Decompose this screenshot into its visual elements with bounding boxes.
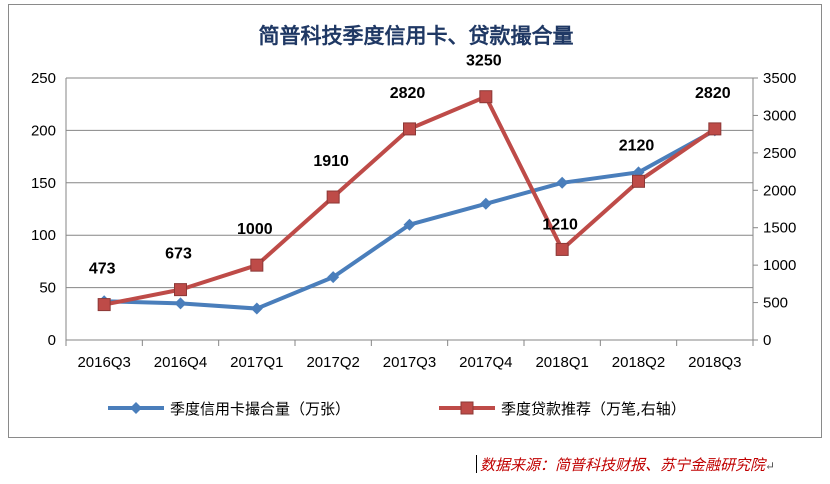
- data-label: 2120: [619, 137, 655, 154]
- data-label: 1000: [237, 221, 273, 238]
- paragraph-mark: ↵: [765, 459, 776, 473]
- y-left-tick-label: 250: [31, 70, 56, 87]
- data-label: 473: [89, 261, 116, 278]
- series-2-point: [479, 90, 493, 104]
- series-2-point: [403, 122, 416, 136]
- gridlines: [66, 77, 753, 341]
- data-label: 2820: [390, 85, 426, 102]
- series-1-point: [174, 297, 187, 310]
- legend: 季度信用卡撮合量（万张） 季度贷款推荐（万笔,右轴）: [108, 400, 686, 418]
- chart-frame: 简普科技季度信用卡、贷款撮合量 0 50 100 150 200 250 0 500 1000 1…: [8, 4, 822, 438]
- y-left-tick-label: 50: [39, 280, 56, 297]
- y-left-tick-label: 150: [31, 175, 56, 192]
- x-tick-label: 2016Q4: [154, 354, 207, 371]
- series-2-point: [174, 283, 187, 297]
- legend-marker-2: [460, 401, 474, 415]
- series-1-point: [479, 197, 492, 210]
- series-2-point: [708, 122, 722, 136]
- data-label: 1210: [542, 216, 578, 233]
- data-label: 673: [165, 246, 192, 263]
- series-1-point: [327, 271, 340, 284]
- data-label: 3250: [466, 53, 502, 70]
- y-left-tick-label: 0: [48, 332, 56, 349]
- source-text: 数据来源：简普科技财报、苏宁金融研究院: [480, 456, 766, 474]
- data-labels: 473 673 1000 1910 2820 3250 1210 2120 2820: [89, 53, 731, 278]
- legend-label-2: 季度贷款推荐（万笔,右轴）: [501, 400, 686, 418]
- chart-title: 简普科技季度信用卡、贷款撮合量: [259, 23, 574, 48]
- x-tick-label: 2017Q3: [383, 354, 436, 371]
- y-left-tick-label: 100: [31, 227, 56, 244]
- y-right-tick-label: 500: [763, 295, 788, 312]
- series-1-point: [556, 176, 569, 189]
- series-2-point: [555, 242, 569, 256]
- x-tick-label: 2016Q3: [77, 354, 130, 371]
- y-right-tick-label: 2500: [763, 145, 796, 162]
- x-tick-label: 2017Q4: [459, 354, 512, 371]
- data-label: 1910: [313, 153, 349, 170]
- x-tick-label: 2018Q3: [688, 354, 741, 371]
- x-tick-label: 2018Q2: [612, 354, 665, 371]
- legend-marker-1: [130, 402, 142, 414]
- y-right-tick-label: 3500: [763, 70, 796, 87]
- series-2-point: [250, 258, 264, 272]
- x-tick-label: 2017Q2: [306, 354, 359, 371]
- series-2-point: [632, 174, 645, 188]
- series-2-point: [326, 190, 340, 204]
- text-cursor: [476, 455, 477, 473]
- y-left-tick-label: 200: [31, 122, 56, 139]
- series-1-point: [403, 218, 416, 231]
- x-tick-label: 2018Q1: [535, 354, 588, 371]
- x-tick-label: 2017Q1: [230, 354, 283, 371]
- y-right-tick-label: 3000: [763, 107, 796, 124]
- y-right-tick-label: 1000: [763, 257, 796, 274]
- series-2-point: [97, 298, 111, 312]
- axes: 0501001502002500500100015002000250030003…: [31, 70, 796, 371]
- y-right-tick-label: 1500: [763, 220, 796, 237]
- y-right-tick-label: 0: [763, 332, 771, 349]
- y-right-tick-label: 2000: [763, 182, 796, 199]
- data-label: 2820: [695, 85, 731, 102]
- chart: 简普科技季度信用卡、贷款撮合量 050100150200250050010001…: [31, 23, 796, 418]
- series-1-point: [250, 302, 263, 315]
- source-note: 数据来源：简普科技财报、苏宁金融研究院↵: [476, 454, 775, 475]
- series-layer: [97, 90, 722, 315]
- legend-label-1: 季度信用卡撮合量（万张）: [170, 400, 350, 418]
